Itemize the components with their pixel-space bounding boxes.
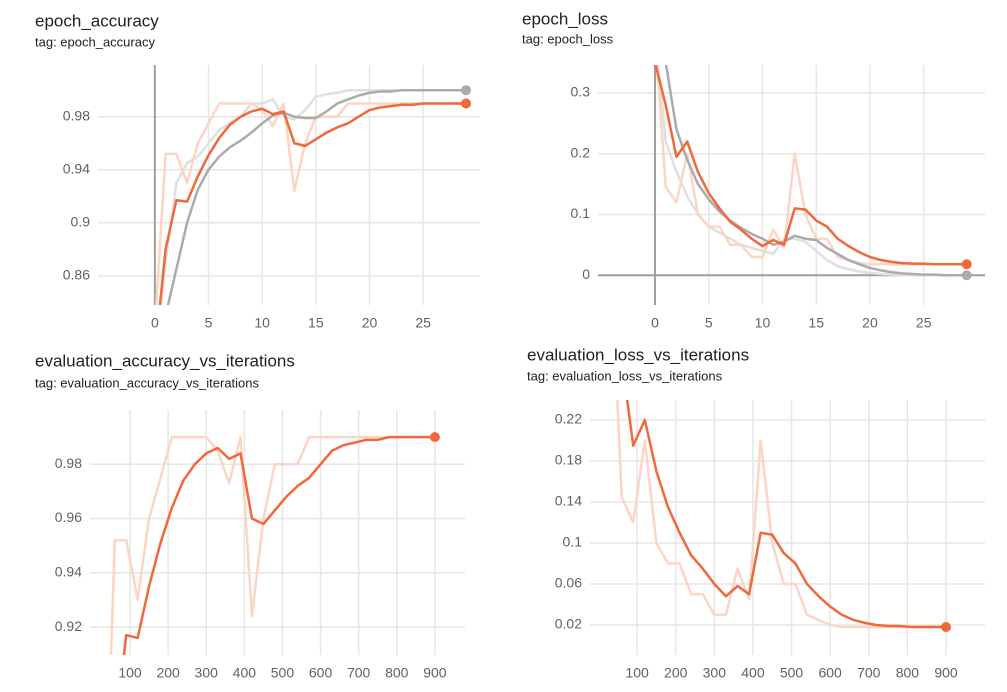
x-tick-label: 0 <box>651 315 659 331</box>
x-tick-label: 800 <box>896 665 920 681</box>
x-tick-label: 400 <box>741 665 765 681</box>
x-tick-label: 5 <box>205 315 213 331</box>
last-point-marker <box>429 432 440 443</box>
plot-area <box>654 65 967 277</box>
x-tick-label: 600 <box>309 665 333 681</box>
y-tick-label: 0.22 <box>555 411 582 427</box>
last-point-marker <box>961 270 972 281</box>
y-tick-label: 0 <box>582 266 590 282</box>
y-tick-label: 0.9 <box>71 213 91 229</box>
x-tick-label: 700 <box>857 665 881 681</box>
x-tick-label: 10 <box>755 315 771 331</box>
plot-area <box>109 435 435 655</box>
y-tick-label: 0.18 <box>555 452 582 468</box>
series-line <box>122 435 435 655</box>
y-tick-label: 0.02 <box>555 616 582 632</box>
series-line <box>654 65 967 266</box>
y-tick-label: 0.98 <box>55 455 82 471</box>
plot-area <box>616 400 947 629</box>
x-tick-label: 25 <box>916 315 932 331</box>
chart-title: epoch_loss <box>522 9 608 28</box>
chart-title: epoch_accuracy <box>35 11 159 30</box>
y-tick-label: 0.86 <box>63 267 90 283</box>
x-tick-label: 25 <box>415 315 431 331</box>
x-tick-label: 20 <box>862 315 878 331</box>
last-point-marker <box>941 622 952 633</box>
x-tick-label: 20 <box>362 315 378 331</box>
y-tick-label: 0.06 <box>555 575 582 591</box>
x-tick-label: 600 <box>818 665 842 681</box>
chart-title: evaluation_loss_vs_iterations <box>527 345 749 364</box>
plot-area <box>155 88 467 305</box>
series-line <box>655 65 967 266</box>
last-point-marker <box>461 85 472 96</box>
x-tick-label: 10 <box>254 315 270 331</box>
last-point-marker <box>961 259 972 270</box>
x-tick-label: 700 <box>347 665 371 681</box>
y-tick-label: 0.14 <box>555 493 582 509</box>
x-tick-label: 15 <box>308 315 324 331</box>
chart-subtitle: tag: evaluation_loss_vs_iterations <box>527 368 723 383</box>
chart-subtitle: tag: epoch_loss <box>522 31 614 46</box>
last-point-marker <box>461 98 472 109</box>
series-line <box>158 102 467 305</box>
chart-panel: epoch_accuracy tag: epoch_accuracy 0.86 0.9… <box>35 11 480 331</box>
y-tick-label: 0.1 <box>563 534 583 550</box>
y-tick-label: 0.98 <box>63 107 90 123</box>
series-line <box>664 65 967 277</box>
y-tick-label: 0.94 <box>63 160 90 176</box>
x-tick-label: 100 <box>625 665 649 681</box>
chart-title: evaluation_accuracy_vs_iterations <box>35 351 295 370</box>
chart-panel: evaluation_accuracy_vs_iterations tag: ev… <box>35 351 465 681</box>
x-tick-label: 15 <box>808 315 824 331</box>
x-tick-label: 100 <box>118 665 142 681</box>
x-tick-label: 200 <box>664 665 688 681</box>
series-line <box>109 435 435 655</box>
chart-subtitle: tag: evaluation_accuracy_vs_iterations <box>35 375 260 390</box>
chart-panel: evaluation_loss_vs_iterations tag: evalua… <box>527 345 985 681</box>
y-tick-label: 0.96 <box>55 509 82 525</box>
x-tick-label: 200 <box>156 665 180 681</box>
y-tick-label: 0.92 <box>55 618 82 634</box>
x-tick-label: 500 <box>271 665 295 681</box>
chart-panel: epoch_loss tag: epoch_loss 0 0.1 0.2 0.3 0 5 10 1… <box>522 9 985 331</box>
series-line <box>155 102 467 305</box>
series-line <box>616 400 947 629</box>
x-tick-label: 0 <box>151 315 159 331</box>
x-tick-label: 900 <box>934 665 958 681</box>
series-line <box>166 88 467 305</box>
x-tick-label: 400 <box>233 665 257 681</box>
y-tick-label: 0.1 <box>571 205 591 221</box>
series-line <box>625 400 947 629</box>
x-tick-label: 5 <box>705 315 713 331</box>
x-tick-label: 900 <box>423 665 447 681</box>
x-tick-label: 300 <box>195 665 219 681</box>
y-tick-label: 0.3 <box>571 84 591 100</box>
x-tick-label: 500 <box>780 665 804 681</box>
x-tick-label: 800 <box>385 665 409 681</box>
y-tick-label: 0.94 <box>55 563 82 579</box>
x-tick-label: 300 <box>703 665 727 681</box>
y-tick-label: 0.2 <box>571 144 591 160</box>
chart-subtitle: tag: epoch_accuracy <box>35 34 155 49</box>
